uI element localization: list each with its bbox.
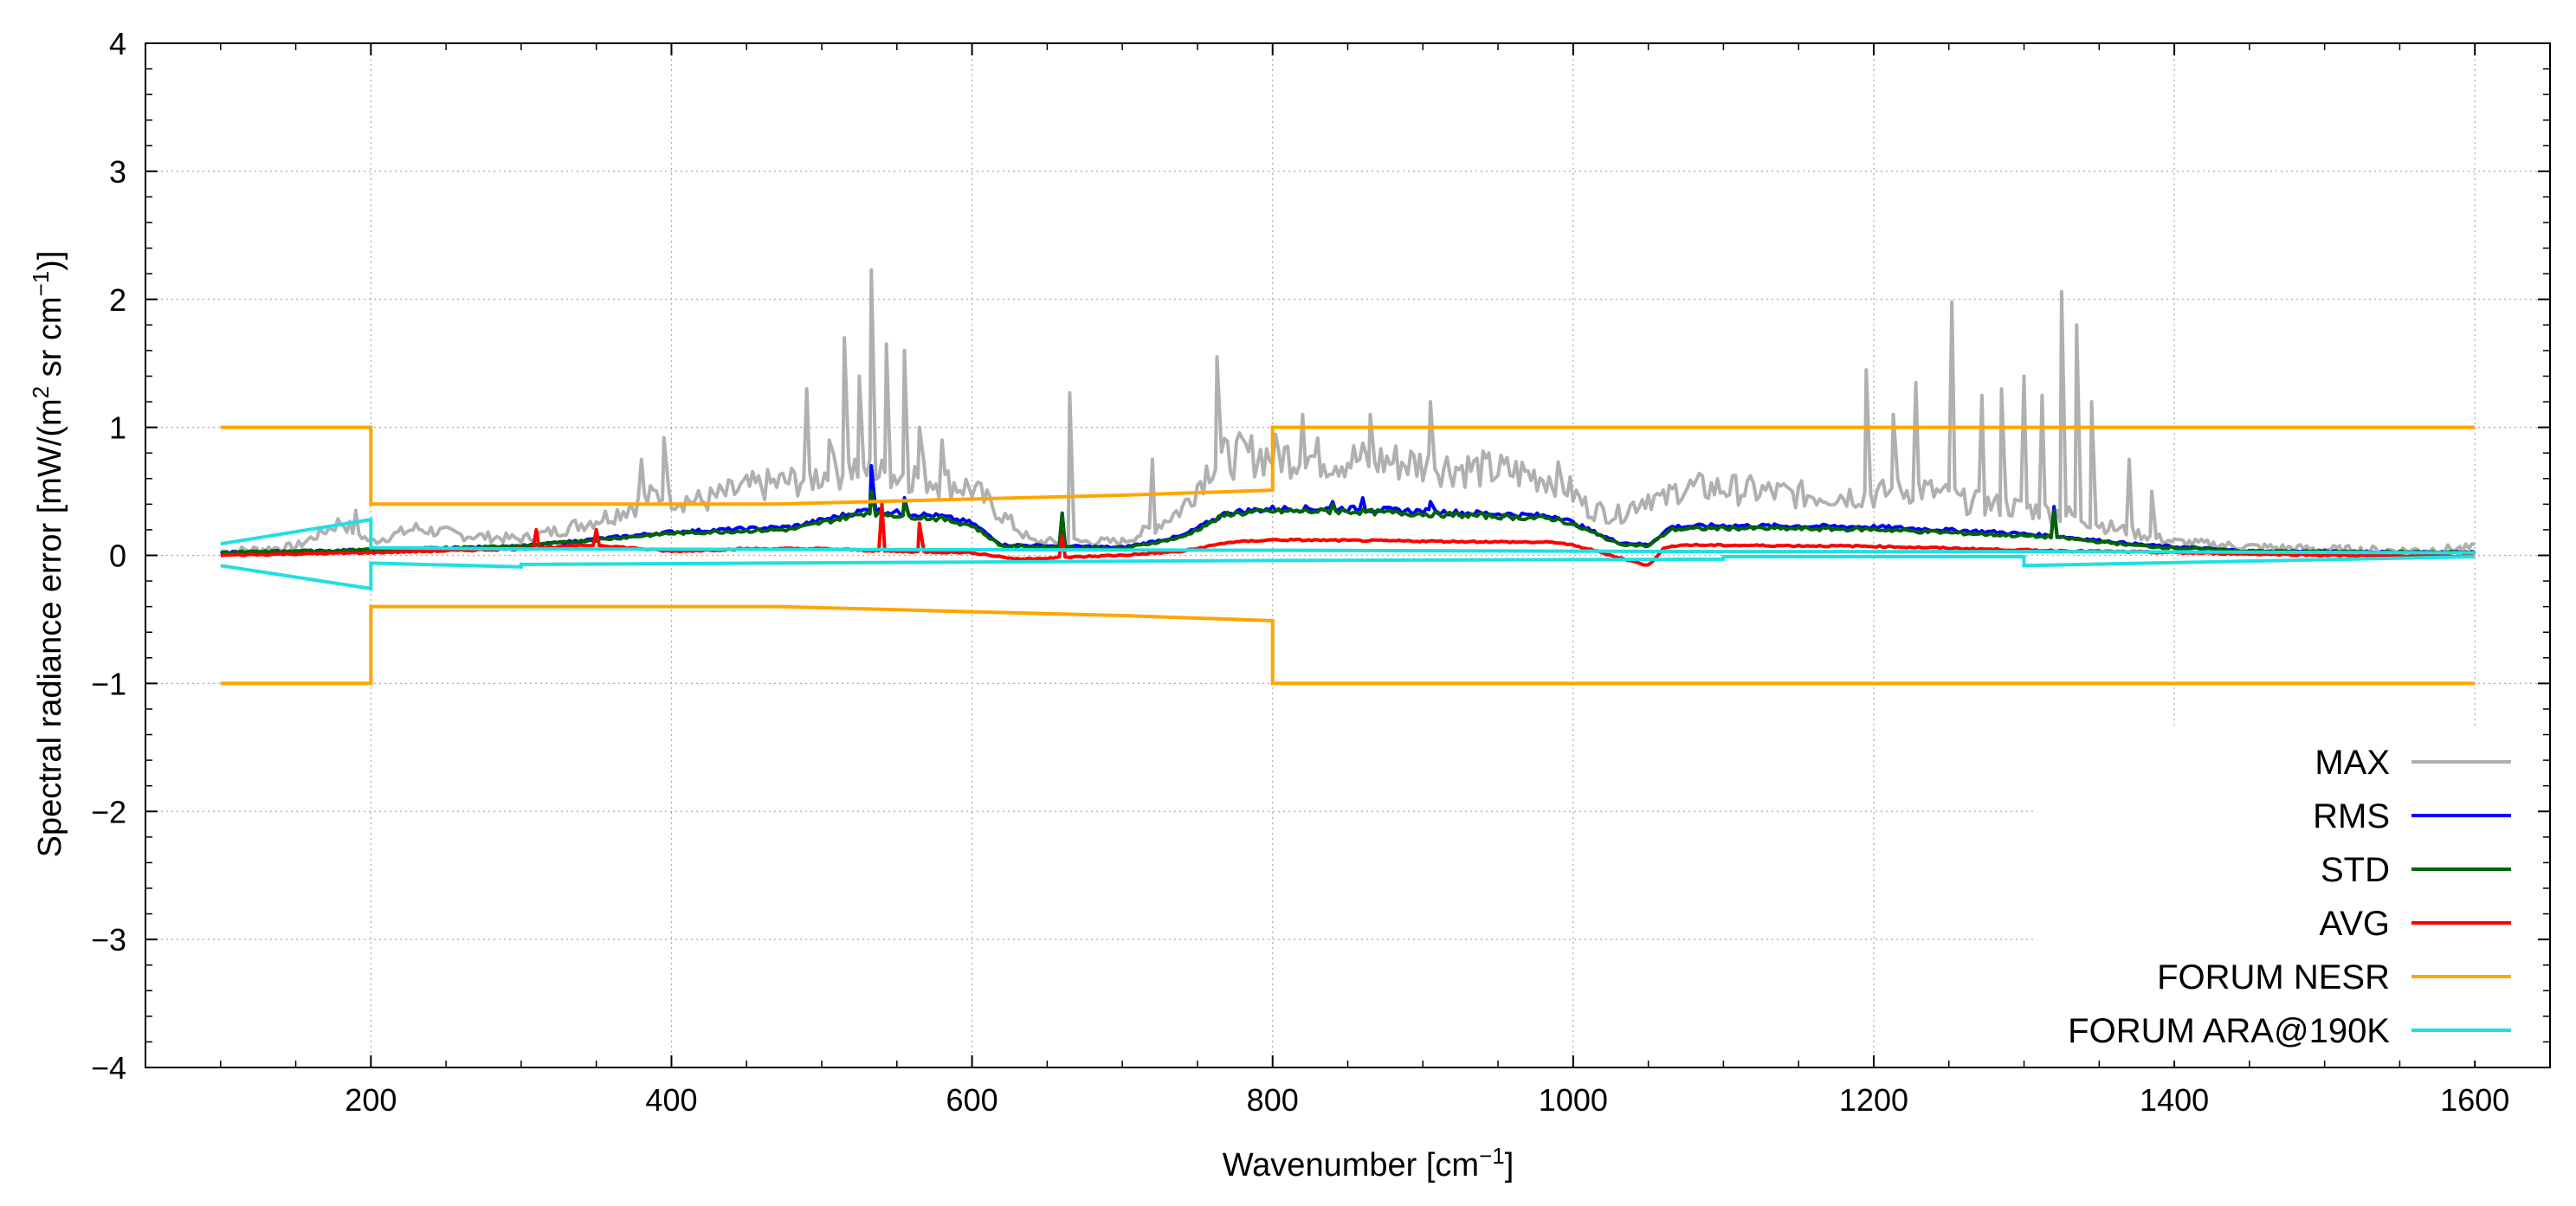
y-tick-label: 3 bbox=[109, 154, 126, 190]
legend-label-forum-nesr: FORUM NESR bbox=[2157, 958, 2390, 996]
legend-label-std: STD bbox=[2321, 851, 2390, 889]
x-tick-label: 600 bbox=[946, 1082, 998, 1118]
y-tick-label: 1 bbox=[109, 410, 126, 446]
x-tick-label: 1000 bbox=[1539, 1082, 1608, 1118]
legend: MAX RMS STD AVG FORUM NESR FORUM ARA@190K bbox=[2035, 727, 2537, 1061]
legend-label-rms: RMS bbox=[2313, 797, 2390, 835]
series-line-std bbox=[220, 489, 2476, 556]
y-axis-title: Spectral radiance error [mW/(m2 sr cm−1)… bbox=[28, 251, 68, 858]
series-lower-forum-ara-190k bbox=[220, 555, 2476, 591]
y-tick-label: −1 bbox=[91, 666, 126, 701]
x-tick-label: 200 bbox=[345, 1082, 397, 1118]
series-layer bbox=[219, 268, 2476, 686]
x-tick-label: 400 bbox=[645, 1082, 697, 1118]
x-tick-label: 1200 bbox=[1839, 1082, 1908, 1118]
y-tick-label: −2 bbox=[91, 794, 126, 829]
y-tick-label: −4 bbox=[91, 1050, 126, 1086]
x-tick-label: 800 bbox=[1247, 1082, 1299, 1118]
legend-label-forum-ara-190k: FORUM ARA@190K bbox=[2068, 1012, 2390, 1050]
series-upper-forum-ara-190k bbox=[220, 517, 2476, 555]
x-tick-label: 1600 bbox=[2440, 1082, 2509, 1118]
y-tick-label: 0 bbox=[109, 539, 126, 574]
y-tick-label: 2 bbox=[109, 282, 126, 318]
legend-label-max: MAX bbox=[2315, 744, 2390, 782]
x-axis-title: Wavenumber [cm−1] bbox=[1223, 1143, 1514, 1183]
series-lower-forum-nesr bbox=[220, 604, 2476, 686]
legend-label-avg: AVG bbox=[2319, 905, 2390, 943]
y-tick-label: −3 bbox=[91, 922, 126, 958]
series-line-max bbox=[220, 268, 2476, 557]
series-upper-forum-nesr bbox=[220, 425, 2476, 506]
x-tick-label: 1400 bbox=[2140, 1082, 2209, 1118]
legend-background bbox=[2035, 727, 2537, 1061]
tick-layer: 200 400 600 800 1000 1200 1400 1600 4 3 2 1 0 −1 −2 −3 −… bbox=[91, 26, 2550, 1118]
y-tick-label: 4 bbox=[109, 26, 126, 61]
